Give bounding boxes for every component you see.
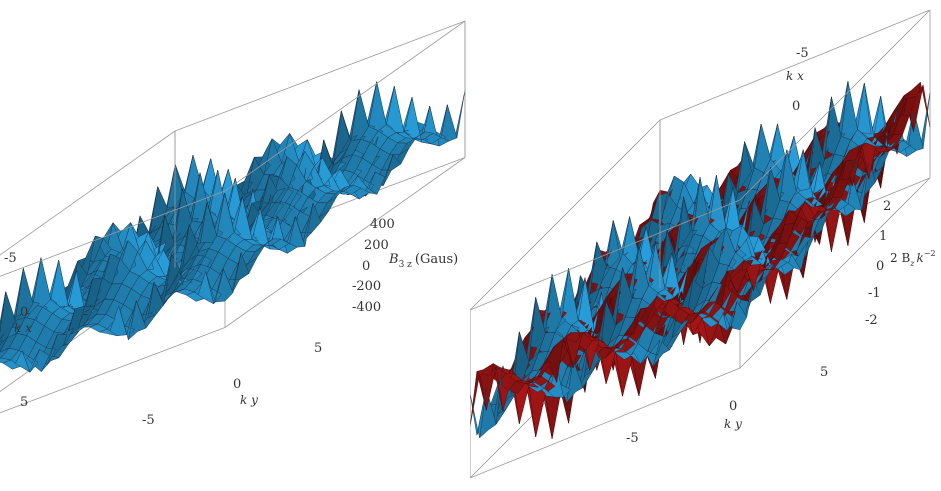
left-y-tick-5: 5: [314, 341, 322, 356]
left-y-tick-neg5: -5: [142, 413, 155, 428]
surface-patch: [0, 291, 6, 333]
left-z-tick-neg200: -200: [352, 279, 381, 294]
box-edge: [224, 20, 466, 192]
surface-patch: [0, 333, 5, 340]
box-edge: [0, 327, 226, 414]
box-edge: [739, 9, 931, 201]
left-z-tick-400: 400: [370, 217, 395, 232]
left-x-tick-5: 5: [20, 395, 28, 410]
box-edge: [659, 9, 931, 121]
right-z-tick-2: 2: [883, 199, 891, 214]
left-y-axis-label: k y: [240, 393, 258, 407]
right-z-tick-neg1: -1: [868, 286, 881, 301]
left-z-tick-0: 0: [362, 259, 370, 274]
right-y-axis-label: k y: [724, 417, 742, 431]
right-surface-plot: -5 k x 0 5 -5 0 5 k y 2 1 0 -1 -2 2 Bz k−…: [470, 9, 936, 479]
right-z-tick-0: 0: [876, 259, 884, 274]
right-z-axis-label: 2 Bz k−2: [890, 249, 936, 268]
right-z-tick-1: 1: [879, 229, 887, 244]
right-x-tick-5: 5: [850, 159, 858, 174]
right-y-tick-5: 5: [820, 365, 828, 380]
right-x-tick-0: 0: [792, 99, 800, 114]
surface-patch: [470, 371, 487, 428]
right-y-tick-neg5: -5: [626, 431, 639, 446]
box-edge: [224, 157, 466, 328]
right-x-axis-label: k x: [786, 69, 804, 83]
right-z-tick-neg2: -2: [865, 313, 878, 328]
surface-patch: [0, 339, 3, 343]
box-edge: [174, 20, 466, 132]
left-x-axis-label: k x: [14, 321, 32, 335]
surface-patch: [0, 357, 12, 364]
box-edge: [470, 119, 661, 311]
box-edge: [470, 199, 741, 311]
left-z-axis-label: B3 z (Gaus): [388, 252, 458, 270]
surface-patch: [0, 337, 8, 352]
left-surface-plot: -5 0 5 k x -5 0 5 k y 400 200 0 -200 -40…: [0, 20, 466, 428]
left-z-tick-200: 200: [364, 238, 389, 253]
left-x-tick-0: 0: [20, 305, 28, 320]
box-edge: [470, 367, 741, 479]
box-edge: [739, 177, 931, 369]
left-y-tick-0: 0: [233, 377, 241, 392]
left-x-tick-neg5: -5: [4, 251, 17, 266]
box-edge: [0, 190, 226, 277]
right-y-tick-0: 0: [729, 399, 737, 414]
right-surface-mesh: [470, 81, 931, 439]
left-surface-mesh: [0, 81, 466, 373]
left-z-tick-neg400: -400: [352, 300, 381, 315]
box-edge: [0, 130, 176, 256]
right-x-tick-neg5: -5: [796, 46, 809, 61]
surface-patch: [0, 357, 2, 359]
